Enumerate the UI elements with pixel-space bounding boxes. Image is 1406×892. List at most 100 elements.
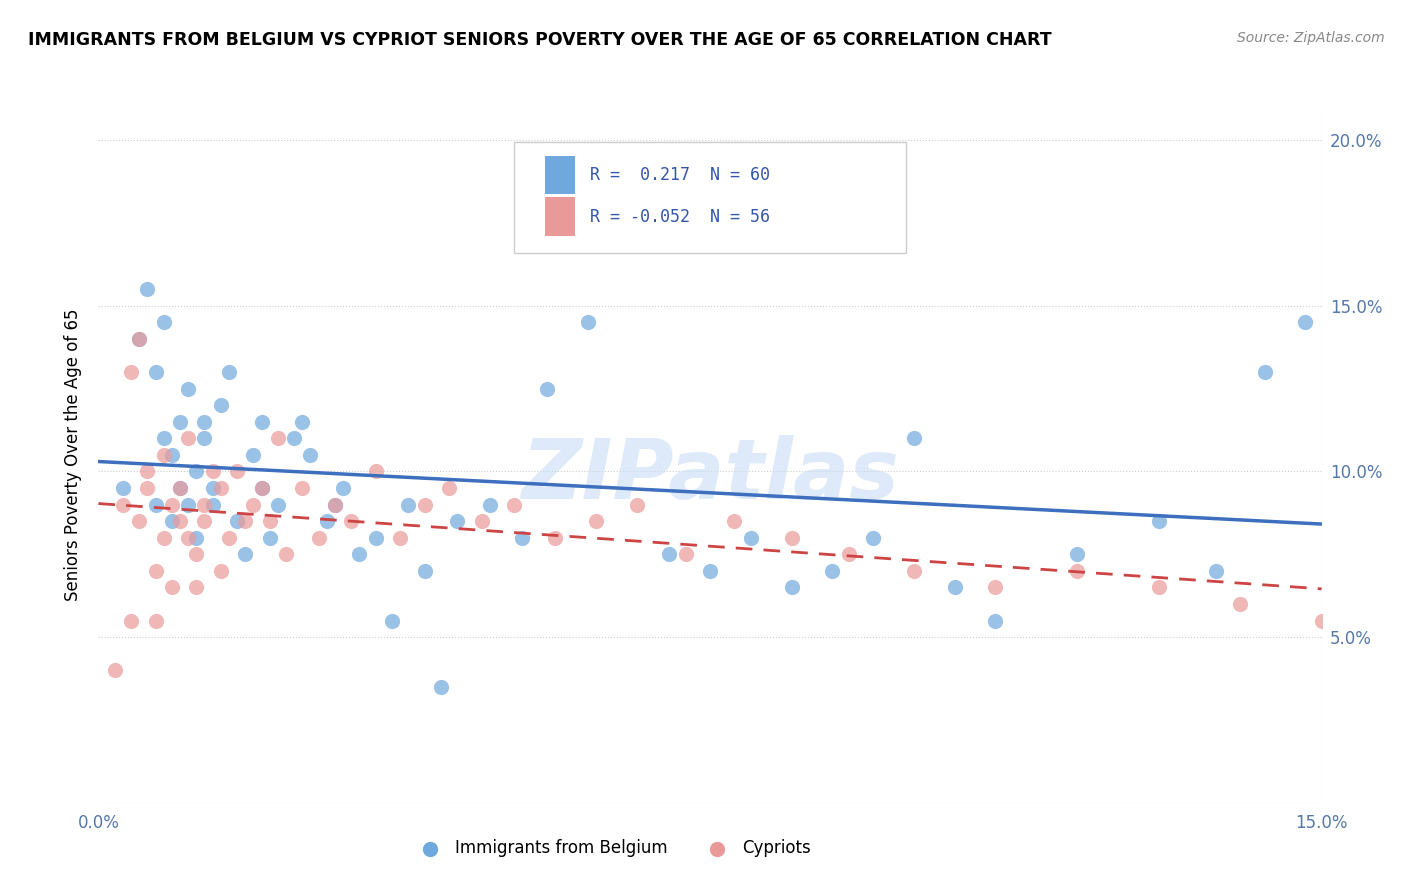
Point	[160, 498, 183, 512]
Point	[160, 514, 183, 528]
Point	[250, 481, 273, 495]
Point	[169, 481, 191, 495]
Point	[943, 581, 966, 595]
Point	[381, 614, 404, 628]
Point	[323, 498, 346, 512]
Point	[145, 564, 167, 578]
Point	[186, 531, 208, 545]
Point	[364, 465, 387, 479]
Point	[437, 481, 460, 495]
Point	[544, 531, 567, 545]
Point	[128, 332, 150, 346]
Point	[291, 415, 314, 429]
Point	[177, 431, 200, 445]
Point	[152, 431, 174, 445]
Point	[218, 365, 240, 379]
Legend: Immigrants from Belgium, Cypriots: Immigrants from Belgium, Cypriots	[406, 833, 818, 864]
Point	[413, 498, 436, 512]
Point	[136, 481, 159, 495]
Point	[160, 581, 183, 595]
Point	[446, 514, 468, 528]
Point	[512, 531, 534, 545]
Point	[111, 498, 134, 512]
Point	[576, 315, 599, 329]
Point	[626, 498, 648, 512]
Point	[274, 547, 297, 561]
Text: ZIPatlas: ZIPatlas	[522, 435, 898, 516]
Point	[1294, 315, 1316, 329]
Point	[169, 481, 191, 495]
Point	[193, 415, 215, 429]
Point	[585, 514, 607, 528]
Point	[186, 465, 208, 479]
Point	[478, 498, 501, 512]
Point	[201, 481, 224, 495]
Point	[136, 465, 159, 479]
Point	[145, 498, 167, 512]
Point	[250, 415, 273, 429]
Point	[675, 547, 697, 561]
Point	[152, 315, 174, 329]
Point	[242, 448, 264, 462]
Point	[291, 481, 314, 495]
Point	[838, 547, 860, 561]
Point	[145, 614, 167, 628]
Point	[862, 531, 884, 545]
Point	[152, 448, 174, 462]
Point	[413, 564, 436, 578]
Point	[984, 614, 1007, 628]
Point	[1310, 614, 1333, 628]
Point	[201, 498, 224, 512]
Point	[226, 514, 249, 528]
Point	[430, 680, 453, 694]
Point	[332, 481, 354, 495]
Point	[193, 514, 215, 528]
Point	[186, 547, 208, 561]
Point	[120, 614, 142, 628]
Point	[315, 514, 337, 528]
Point	[104, 663, 127, 677]
Text: R =  0.217  N = 60: R = 0.217 N = 60	[591, 166, 770, 184]
Point	[267, 498, 290, 512]
Point	[267, 431, 290, 445]
Point	[1229, 597, 1251, 611]
FancyBboxPatch shape	[546, 197, 575, 235]
Point	[308, 531, 330, 545]
Point	[145, 365, 167, 379]
Point	[242, 498, 264, 512]
Point	[120, 365, 142, 379]
Point	[536, 382, 558, 396]
Point	[1066, 547, 1088, 561]
Point	[1205, 564, 1227, 578]
Point	[160, 448, 183, 462]
Point	[250, 481, 273, 495]
Point	[169, 514, 191, 528]
Point	[259, 531, 281, 545]
Point	[209, 481, 232, 495]
Point	[903, 564, 925, 578]
Point	[177, 382, 200, 396]
Point	[364, 531, 387, 545]
Point	[1147, 581, 1170, 595]
Point	[233, 514, 256, 528]
Point	[136, 282, 159, 296]
Point	[780, 531, 803, 545]
Point	[233, 547, 256, 561]
Point	[283, 431, 305, 445]
Point	[740, 531, 762, 545]
Point	[152, 531, 174, 545]
Point	[323, 498, 346, 512]
Point	[503, 498, 526, 512]
Point	[193, 431, 215, 445]
Point	[169, 415, 191, 429]
Point	[193, 498, 215, 512]
Text: IMMIGRANTS FROM BELGIUM VS CYPRIOT SENIORS POVERTY OVER THE AGE OF 65 CORRELATIO: IMMIGRANTS FROM BELGIUM VS CYPRIOT SENIO…	[28, 31, 1052, 49]
Point	[780, 581, 803, 595]
Point	[209, 398, 232, 412]
Point	[299, 448, 322, 462]
Point	[340, 514, 363, 528]
Point	[128, 514, 150, 528]
Point	[699, 564, 721, 578]
Point	[218, 531, 240, 545]
FancyBboxPatch shape	[515, 142, 905, 253]
